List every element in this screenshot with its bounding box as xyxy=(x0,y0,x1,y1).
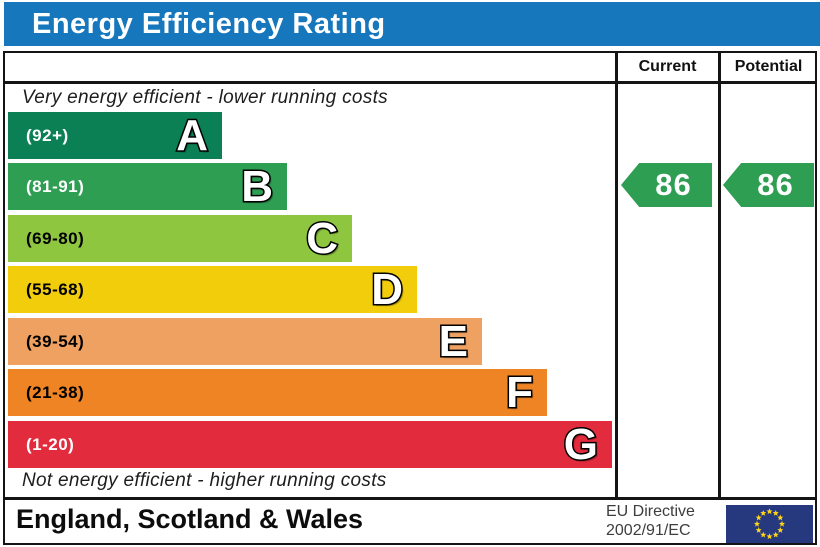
band-b-letter: B xyxy=(240,161,275,211)
eu-flag-icon xyxy=(726,505,813,543)
bands-column-divider xyxy=(615,51,618,499)
page-title: Energy Efficiency Rating xyxy=(32,7,386,40)
title-bar: Energy Efficiency Rating xyxy=(4,2,820,46)
band-f-range: (21-38) xyxy=(26,382,85,402)
band-d: (55-68) D xyxy=(8,266,417,313)
band-d-letter: D xyxy=(370,264,405,314)
footer-divider xyxy=(3,497,817,500)
band-f-letter: F xyxy=(505,367,535,417)
band-a: (92+) A xyxy=(8,112,222,159)
potential-column-header: Potential xyxy=(734,58,803,75)
band-c: (69-80) C xyxy=(8,215,352,262)
eu-directive-label: EU Directive 2002/91/EC xyxy=(606,502,695,540)
current-potential-divider xyxy=(718,51,721,499)
band-e-letter: E xyxy=(437,316,469,366)
current-column-header: Current xyxy=(638,58,697,75)
band-d-range: (55-68) xyxy=(26,279,85,299)
header-divider xyxy=(3,81,817,84)
band-g-letter: G xyxy=(562,419,599,469)
potential-rating-arrow: 86 xyxy=(723,163,814,207)
band-b: (81-91) B xyxy=(8,163,287,210)
chart-frame xyxy=(3,51,817,545)
current-rating-arrow: 86 xyxy=(621,163,712,207)
band-a-letter: A xyxy=(175,110,210,160)
band-c-range: (69-80) xyxy=(26,228,85,248)
eu-directive-line2: 2002/91/EC xyxy=(606,522,691,539)
region-label: England, Scotland & Wales xyxy=(16,504,364,534)
band-e: (39-54) E xyxy=(8,318,482,365)
top-note: Very energy efficient - lower running co… xyxy=(22,87,388,108)
band-a-range: (92+) xyxy=(26,125,69,145)
band-g-range: (1-20) xyxy=(26,434,75,454)
band-c-letter: C xyxy=(305,213,340,263)
potential-rating-value: 86 xyxy=(757,167,794,202)
band-e-range: (39-54) xyxy=(26,331,85,351)
band-b-range: (81-91) xyxy=(26,176,85,196)
band-g: (1-20) G xyxy=(8,421,612,468)
bottom-note: Not energy efficient - higher running co… xyxy=(22,470,387,491)
band-f: (21-38) F xyxy=(8,369,547,416)
current-rating-value: 86 xyxy=(655,167,692,202)
eu-directive-line1: EU Directive xyxy=(606,503,695,520)
